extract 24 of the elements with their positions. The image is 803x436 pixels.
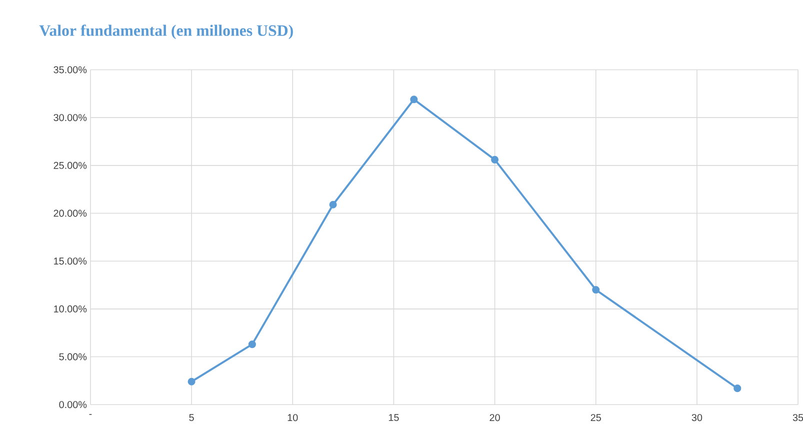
x-tick-label: 25 (590, 414, 601, 421)
x-tick-label: 20 (490, 414, 500, 421)
point (329, 200, 337, 208)
x-tick-label: 35 (792, 414, 803, 421)
y-tick-label: 35.00% (54, 66, 87, 74)
point (734, 384, 742, 392)
y-tick-label: 25.00% (54, 162, 87, 169)
x-tick-label: 5 (189, 414, 194, 421)
y-tick-label: 5.00% (59, 353, 87, 360)
point (188, 378, 196, 386)
y-tick-label: 15.00% (54, 257, 87, 264)
y-tick-label: 0.00% (59, 400, 87, 408)
y-tick-label: 20.00% (54, 210, 87, 217)
x-tick-label: - (89, 414, 92, 415)
chart-title: Valor fundamental (en millones USD) (39, 24, 293, 39)
y-tick-label: 10.00% (54, 305, 87, 312)
point (248, 340, 256, 348)
y-tick-label: 30.00% (54, 114, 87, 121)
x-tick-label: 30 (692, 414, 702, 421)
point (491, 156, 499, 164)
x-tick-label: 10 (288, 414, 298, 421)
x-tick-label: 15 (388, 414, 399, 421)
point (592, 286, 600, 294)
point (410, 95, 418, 103)
